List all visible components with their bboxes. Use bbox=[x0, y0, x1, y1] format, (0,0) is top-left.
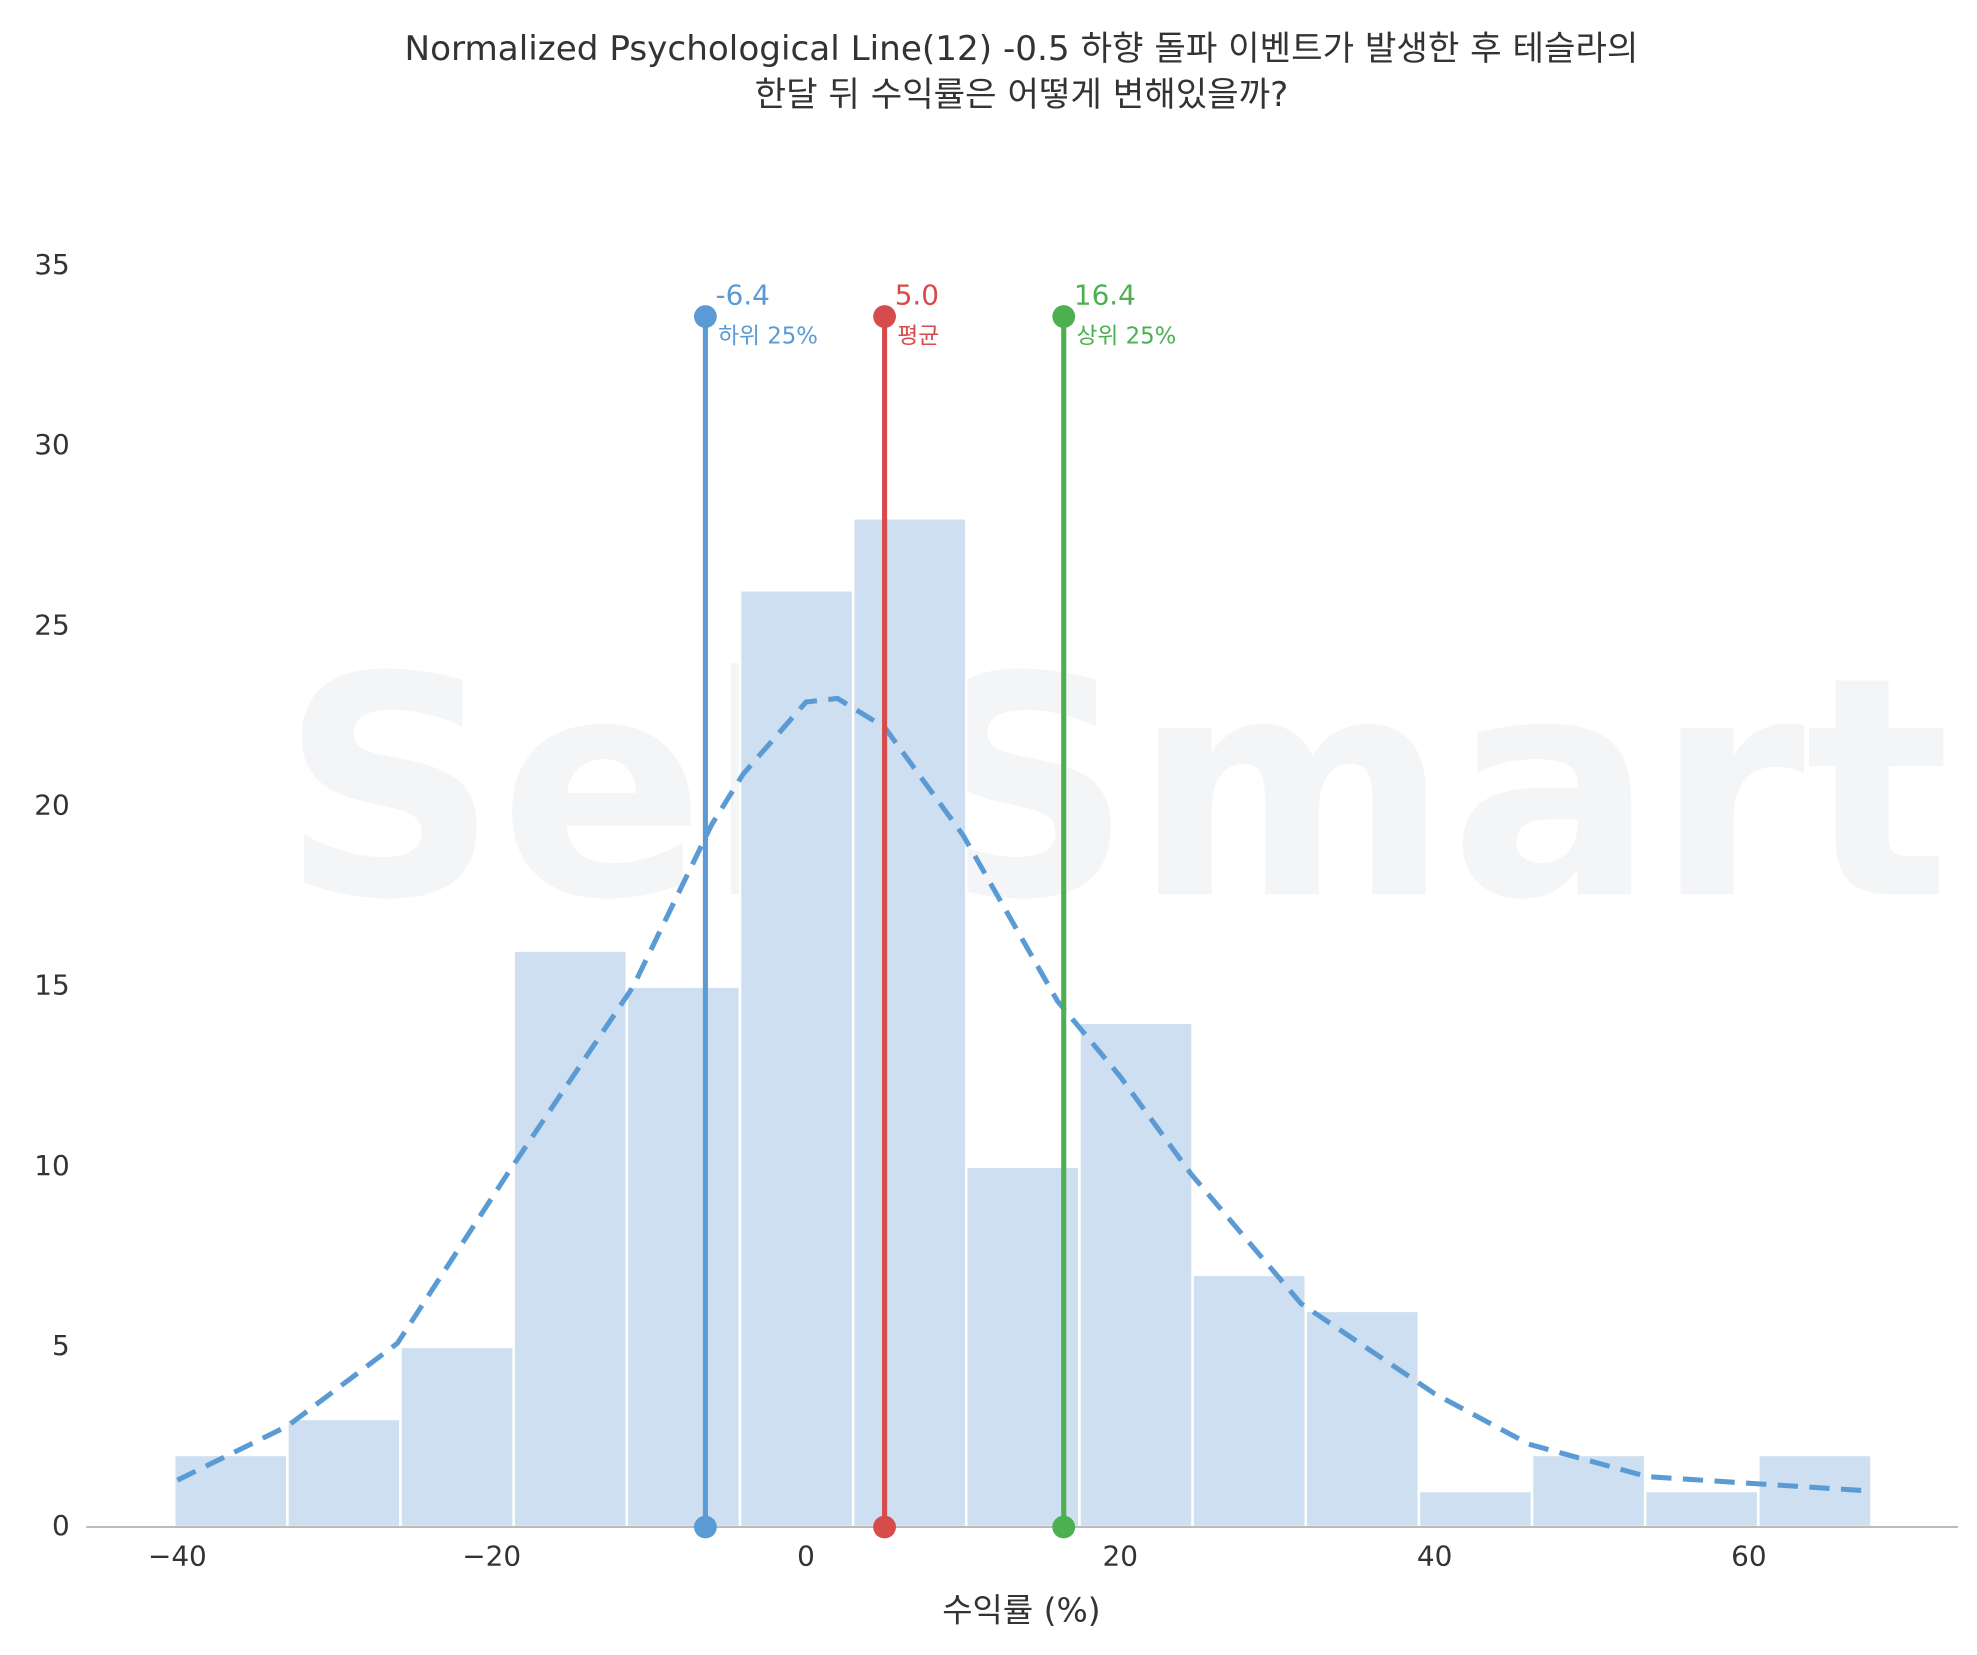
y-tick-label: 15 bbox=[34, 969, 69, 1002]
bar bbox=[625, 985, 742, 1529]
x-tick-label: 0 bbox=[797, 1539, 815, 1572]
reference-marker bbox=[873, 305, 896, 328]
y-tick-label: 0 bbox=[52, 1509, 70, 1542]
x-tick-label: 40 bbox=[1417, 1539, 1452, 1572]
kde-curve bbox=[176, 695, 1871, 1494]
reference-label: 하위 25% bbox=[718, 323, 818, 349]
y-tick-label: 30 bbox=[34, 428, 69, 461]
bar bbox=[1530, 1453, 1647, 1529]
reference-marker bbox=[873, 1515, 896, 1539]
x-tick-label: −20 bbox=[462, 1539, 521, 1572]
bar bbox=[286, 1417, 402, 1529]
watermark: SellSmart bbox=[280, 612, 1950, 966]
y-tick-label: 5 bbox=[52, 1329, 70, 1362]
y-tick-label: 35 bbox=[34, 248, 69, 281]
reference-value-label: 16.4 bbox=[1074, 278, 1136, 311]
bar bbox=[1191, 1273, 1308, 1529]
y-tick-label: 20 bbox=[34, 789, 69, 822]
bar bbox=[512, 949, 629, 1529]
bar bbox=[851, 517, 968, 1529]
y-tick-label: 10 bbox=[34, 1149, 69, 1182]
reference-marker bbox=[1052, 1515, 1076, 1539]
x-tick-label: 60 bbox=[1731, 1539, 1766, 1572]
x-tick-label: 20 bbox=[1103, 1539, 1138, 1572]
reference-label: 상위 25% bbox=[1076, 323, 1176, 349]
bar bbox=[1078, 1021, 1194, 1529]
bar bbox=[1643, 1489, 1760, 1529]
bar bbox=[1417, 1489, 1534, 1529]
reference-value-label: 5.0 bbox=[895, 278, 939, 311]
bar bbox=[399, 1345, 515, 1529]
reference-marker bbox=[694, 305, 717, 328]
reference-marker bbox=[1052, 305, 1076, 328]
bar bbox=[172, 1453, 289, 1529]
reference-value-label: -6.4 bbox=[716, 278, 770, 311]
x-tick-label: −40 bbox=[148, 1539, 207, 1572]
bar bbox=[965, 1165, 1081, 1529]
y-tick-label: 25 bbox=[34, 608, 69, 641]
reference-marker bbox=[694, 1515, 717, 1539]
x-axis-label: 수익률 (%) bbox=[942, 1590, 1100, 1629]
chart-title: Normalized Psychological Line(12) -0.5 하… bbox=[404, 29, 1638, 69]
reference-label: 평균 bbox=[897, 323, 939, 349]
bar bbox=[1304, 1309, 1421, 1529]
bar bbox=[738, 589, 855, 1529]
chart-title: 한달 뒤 수익률은 어떻게 변해있을까? bbox=[755, 75, 1289, 115]
